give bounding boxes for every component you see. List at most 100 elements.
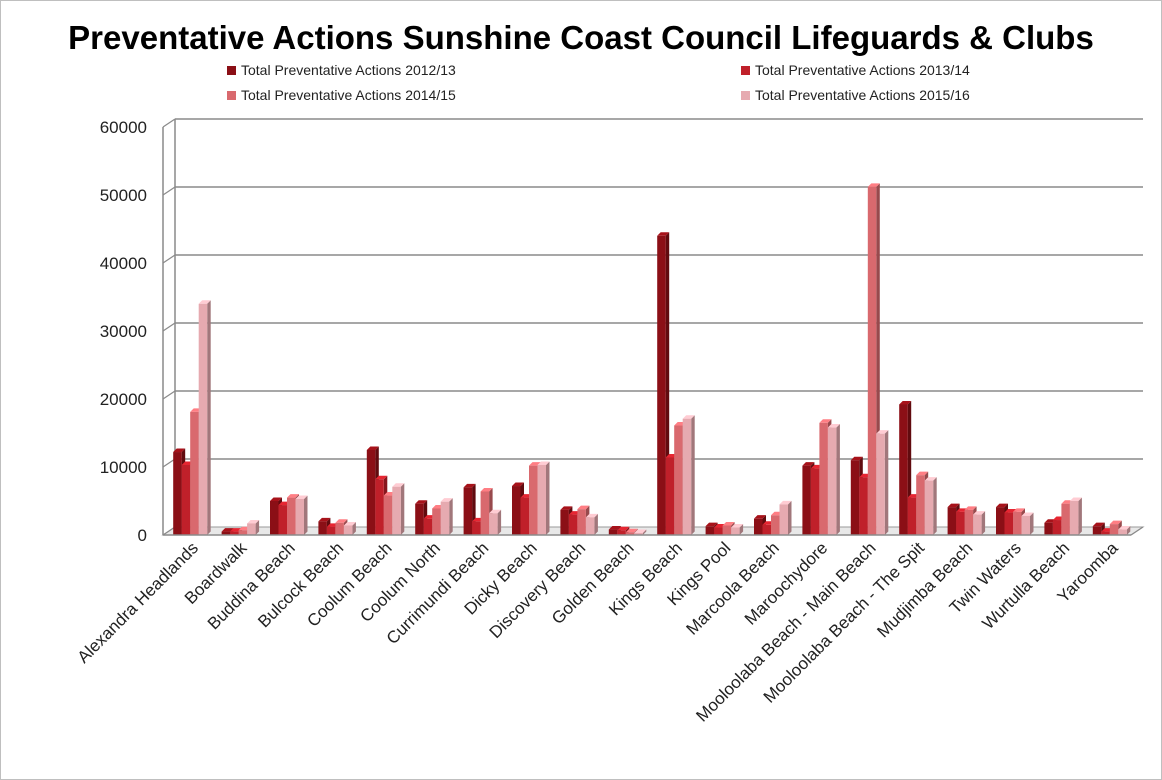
y-tick-label: 0 [138,526,147,545]
bar-top [295,495,308,499]
bar [343,525,353,535]
bar [608,529,618,535]
bar-side [691,415,695,535]
bar-top [318,517,331,522]
bar-top [270,497,282,501]
bar-top [366,446,379,450]
bar-top [1118,526,1131,530]
bar [916,475,925,535]
bar-side [449,498,453,535]
bar-top [722,521,735,526]
bar [1044,522,1053,535]
bar-top [577,505,590,510]
bar [705,526,715,535]
bar [568,514,578,535]
bar [634,532,643,535]
gridline-depth [162,186,176,196]
bar [440,501,450,535]
gridline-depth [162,390,176,400]
x-tick-label: Mooloolaba Beach - Main Beach [692,538,879,725]
bar [295,498,304,535]
y-tick-label: 10000 [100,458,147,477]
bar [1013,511,1022,535]
y-tick-label: 20000 [100,390,147,409]
bar [270,501,279,535]
bar [190,411,199,535]
bar [512,486,521,535]
bar-top [617,526,630,531]
bar [625,532,635,535]
bar-side [981,511,986,535]
bar-top [1092,522,1105,527]
bar [560,509,569,535]
bar [1061,503,1070,535]
bar [964,509,974,535]
bar [489,513,498,535]
x-axis-depth-right [1130,526,1144,536]
gridline-depth [162,118,176,128]
bar [392,486,401,535]
bar-top [537,461,550,465]
bar-top [867,183,880,187]
bar-top [463,483,476,488]
bar-top [489,509,502,514]
legend-item-2013-14: Total Preventative Actions 2013/14 [741,62,970,78]
bar-top [996,503,1008,508]
bar-side [400,483,405,535]
bar [198,303,208,535]
bar-top [343,521,356,526]
legend-swatch-2015-16 [741,91,750,100]
legend-swatch-2014-15 [227,91,236,100]
bar [996,507,1005,535]
bar-top [1109,520,1122,525]
bar-top [899,400,912,405]
bar-top [375,475,388,480]
bar-top [608,526,621,530]
bar [230,531,239,535]
bar-top [247,519,260,524]
bar [326,526,336,535]
bar [714,527,723,535]
bar [1109,524,1119,535]
bar [779,504,788,535]
bar-side [497,509,502,535]
bar-side [304,495,308,535]
bar [665,457,675,535]
bar-side [739,524,744,535]
bar [1118,529,1127,535]
bar [366,450,376,535]
bar-top [973,511,986,515]
bar-side [1126,526,1131,535]
bar-top [964,506,977,510]
y-tick-label: 40000 [100,254,147,273]
bar [432,508,441,535]
bar-top [827,424,840,428]
bar [520,497,529,535]
gridline-depth [162,254,176,264]
legend-item-2012-13: Total Preventative Actions 2012/13 [227,62,456,78]
bar-top [512,482,524,487]
bar [529,465,538,535]
bar [181,464,191,535]
bar-top [779,500,792,505]
legend-label-2013-14: Total Preventative Actions 2013/14 [755,62,970,78]
bar-top [754,515,766,519]
bar-top [221,528,234,532]
bar [850,460,860,535]
bar [463,487,473,535]
bar-top [560,506,573,510]
legend-label-2014-15: Total Preventative Actions 2014/15 [241,87,456,103]
gridline-depth [162,322,176,332]
bar-top [415,500,428,504]
bar [754,518,763,535]
bar [956,511,965,535]
bar-top [198,300,211,304]
bar-top [480,487,493,492]
bar-top [1013,508,1025,512]
bar [1021,515,1030,535]
bar [617,530,626,535]
bar [1101,531,1110,535]
bar-side [1030,512,1034,535]
bar-side [642,529,647,535]
